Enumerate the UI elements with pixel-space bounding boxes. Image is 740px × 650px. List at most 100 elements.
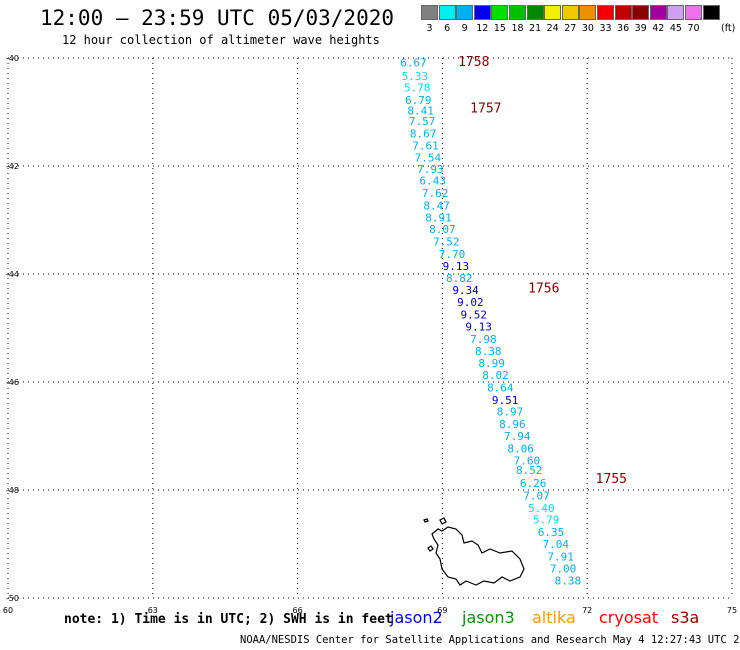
wave-height-label: 8.06: [507, 442, 534, 455]
y-tick-label: -40: [6, 54, 19, 63]
x-tick-label: 63: [148, 606, 158, 615]
y-tick-label: -42: [6, 162, 19, 171]
x-tick-label: 66: [293, 606, 303, 615]
legend-swatch: [702, 5, 720, 20]
legend-label: 36: [617, 23, 630, 34]
legend-label: 18: [511, 23, 524, 34]
time-annotation: 1758: [458, 55, 489, 70]
wave-height-label: 6.43: [419, 175, 446, 188]
legend-swatch: [685, 5, 702, 20]
wave-height-label: 7.57: [409, 115, 436, 128]
wave-height-label: 8.02: [482, 369, 509, 382]
legend-swatch: [421, 5, 438, 20]
y-tick-label: -48: [6, 486, 19, 495]
legend-swatch: [526, 5, 544, 20]
wave-height-label: 9.13: [443, 260, 470, 273]
time-annotation: 1756: [528, 282, 559, 297]
x-tick-label: 60: [3, 606, 13, 615]
legend-swatch: [579, 5, 597, 20]
wave-height-label: 7.91: [547, 550, 574, 563]
wave-height-label: 8.41: [407, 104, 434, 117]
legend-label: 70: [687, 23, 700, 34]
wave-height-label: 8.82: [446, 272, 473, 285]
legend-label: 42: [652, 23, 665, 34]
wave-height-label: 6.67: [400, 56, 427, 69]
wave-height-label: 8.96: [499, 418, 526, 431]
legend-swatch: [649, 5, 667, 20]
legend-swatch: [456, 5, 474, 20]
legend-swatch: [473, 5, 491, 20]
legend-label: 3: [426, 23, 433, 34]
wave-height-label: 7.60: [514, 454, 541, 467]
wave-height-label: 8.91: [425, 211, 452, 224]
wave-height-label: 7.62: [422, 187, 449, 200]
wave-height-label: 8.67: [410, 128, 437, 141]
wave-height-label: 7.07: [523, 489, 550, 502]
wave-height-label: 9.02: [457, 296, 484, 309]
legend-swatch: [614, 5, 632, 20]
legend-swatch: [597, 5, 614, 20]
wave-height-label: 5.79: [533, 514, 560, 527]
legend-label: 21: [529, 23, 542, 34]
legend-swatch: [667, 5, 685, 20]
wave-height-label: 7.54: [415, 151, 442, 164]
legend-swatch: [491, 5, 509, 20]
wave-height-label: 8.99: [478, 357, 505, 370]
island-outline: [423, 517, 525, 586]
wave-height-label: 5.40: [528, 502, 555, 515]
x-tick-label: 72: [582, 606, 592, 615]
satellite-jason2: jason2: [390, 608, 443, 627]
wave-height-label: 7.61: [412, 139, 439, 152]
satellite-jason3: jason3: [462, 608, 515, 627]
time-annotation: 1757: [470, 102, 501, 117]
legend-label: 39: [634, 23, 647, 34]
legend-label: 24: [546, 23, 559, 34]
time-annotation: 1755: [596, 472, 627, 487]
page-subtitle: 12 hour collection of altimeter wave hei…: [62, 33, 380, 47]
satellite-s3a: s3a: [671, 608, 700, 627]
legend-label: 27: [564, 23, 577, 34]
wave-height-label: 7.04: [543, 538, 570, 551]
wave-height-label: 7.52: [433, 236, 460, 249]
wave-height-label: 8.07: [429, 223, 456, 236]
wave-height-label: 6.35: [538, 526, 565, 539]
wave-height-label: 7.70: [439, 248, 466, 261]
legend-swatch: [632, 5, 650, 20]
wave-height-label: 7.94: [504, 430, 531, 443]
wave-height-label: 8.47: [423, 199, 450, 212]
wave-height-label: 7.93: [417, 163, 444, 176]
legend-label: 45: [669, 23, 682, 34]
legend-label: 9: [461, 23, 468, 34]
wave-height-label: 8.52: [516, 464, 543, 477]
y-tick-label: -46: [6, 378, 19, 387]
wave-height-label: 8.64: [487, 381, 514, 394]
legend-swatch: [544, 5, 562, 20]
wave-height-label: 8.38: [555, 575, 582, 588]
y-tick-label: -44: [6, 270, 19, 279]
legend-label: 33: [599, 23, 612, 34]
wave-height-label: 6.26: [520, 477, 547, 490]
footer-note: note: 1) Time is in UTC; 2) SWH is in fe…: [64, 612, 393, 627]
legend-label: 30: [581, 23, 594, 34]
wave-height-label: 9.34: [452, 284, 479, 297]
wave-height-label: 9.51: [492, 394, 519, 407]
wave-height-label: 8.38: [475, 345, 502, 358]
satellite-cryosat: cryosat: [599, 608, 659, 627]
x-tick-label: 75: [727, 606, 737, 615]
footer-credit: NOAA/NESDIS Center for Satellite Applica…: [240, 634, 740, 646]
wave-height-label: 7.00: [550, 562, 577, 575]
wave-height-label: 9.52: [461, 309, 488, 322]
x-tick-label: 69: [437, 606, 447, 615]
wave-height-label: 7.98: [470, 333, 497, 346]
satellite-altika: altika: [532, 608, 576, 627]
legend-swatch: [561, 5, 579, 20]
legend-swatch: [509, 5, 526, 20]
wave-height-label: 6.79: [405, 94, 432, 107]
legend-label: 12: [476, 23, 489, 34]
y-tick-label: -50: [6, 594, 19, 603]
wave-height-label: 5.78: [404, 82, 431, 95]
wave-height-label: 8.97: [497, 406, 524, 419]
wave-height-label: 9.13: [465, 320, 492, 333]
legend-unit: (ft): [721, 23, 736, 34]
